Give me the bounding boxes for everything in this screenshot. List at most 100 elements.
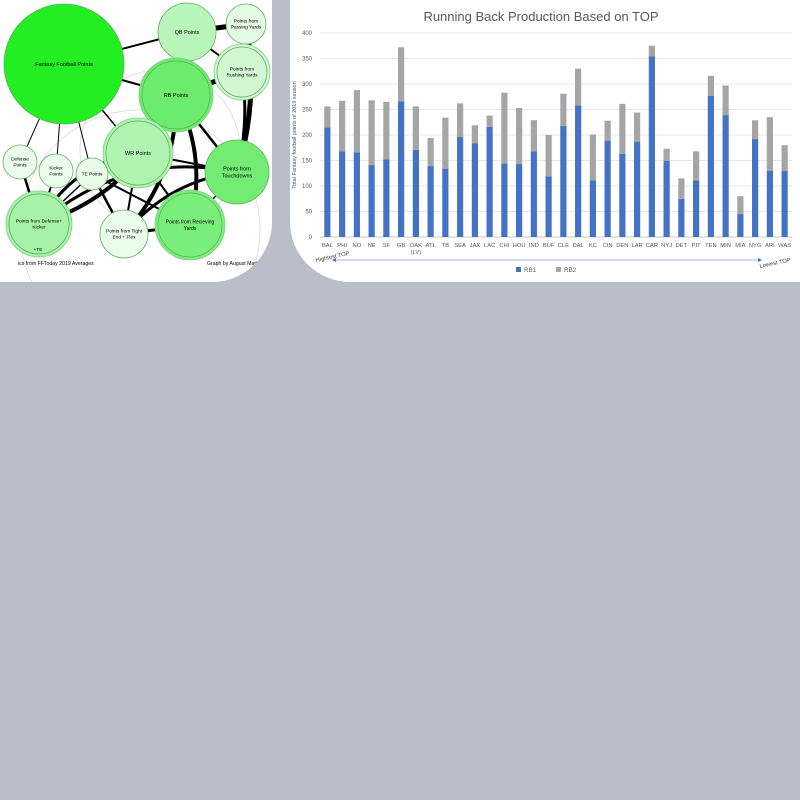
bar-rb1-mia xyxy=(737,214,744,237)
y-tick-label: 200 xyxy=(302,133,313,139)
bar-rb2-kc xyxy=(589,134,596,181)
bar-rb1-no xyxy=(353,152,360,237)
node-circle xyxy=(75,157,109,191)
bar-rb1-det xyxy=(678,198,685,237)
bar-rb1-ten xyxy=(707,95,714,237)
bar-rb2-ari xyxy=(766,117,773,171)
nodes: Fantasy Football Points QB Points Points f… xyxy=(2,2,271,261)
node-def: Defense Points xyxy=(2,144,38,180)
bar-rb1-tb xyxy=(442,168,449,237)
x-tick-label: NE xyxy=(368,243,376,249)
y-tick-label: 100 xyxy=(302,184,313,190)
bar-rb2-oak-lv- xyxy=(412,106,419,150)
bar-rb1-sf xyxy=(383,159,390,237)
bar-rb1-cin xyxy=(604,140,611,237)
node-rec: Points from Recieving Yards xyxy=(154,189,226,261)
bar-rb1-hou xyxy=(516,164,523,237)
node-circle xyxy=(38,153,74,189)
bar-rb1-lar xyxy=(634,141,641,237)
bar-rb2-atl xyxy=(427,138,434,167)
bar-rb1-cle xyxy=(560,125,567,237)
x-tick-label: LAR xyxy=(631,243,642,249)
x-tick-label: ATL xyxy=(426,243,437,249)
x-tick-label: DEN xyxy=(616,243,628,249)
chart-svg: Running Back Production Based on TOP Tota… xyxy=(292,9,792,274)
bar-rb2-den xyxy=(619,103,626,154)
node-qb: QB Points xyxy=(157,2,217,62)
x-tick-label: CLE xyxy=(558,243,569,249)
x-tick-label: TEN xyxy=(705,243,717,249)
y-tick-label: 300 xyxy=(302,82,313,88)
x-tick-label: ARI xyxy=(765,243,775,249)
footer-left: ics from FFToday 2019 Averages xyxy=(18,261,94,267)
node-dk: Points from Defense+ Kicker xyxy=(5,190,73,258)
bars xyxy=(324,45,788,238)
node-label: Points from Rushing Yards xyxy=(226,67,258,79)
bar-rb2-mia xyxy=(737,196,744,215)
bar-rb2-min xyxy=(722,85,729,116)
x-tick-label: LAC xyxy=(484,243,495,249)
x-tick-label: GB xyxy=(397,243,406,249)
bar-rb2-cle xyxy=(560,93,567,126)
node-ffp: Fantasy Football Points xyxy=(3,3,125,125)
node-te: TE Points xyxy=(75,157,109,191)
node-label: Points from Defense+ Kicker xyxy=(16,219,62,231)
legend-label-rb1: RB1 xyxy=(524,267,537,274)
y-tick-label: 350 xyxy=(302,57,313,63)
x-tick-label: WAS xyxy=(778,243,791,249)
node-circle xyxy=(141,60,211,130)
x-tick-label: OAK (LV) xyxy=(410,243,422,256)
bar-rb2-ten xyxy=(707,75,714,96)
bar-rb2-buf xyxy=(545,135,552,177)
bar-rb1-den xyxy=(619,153,626,237)
bar-rb2-lar xyxy=(634,112,641,142)
node-circle xyxy=(157,192,223,258)
bar-rb1-oak-lv- xyxy=(412,149,419,237)
bar-rb1-phi xyxy=(339,151,346,237)
y-tick-label: 0 xyxy=(309,235,313,241)
x-tick-labels: BAL PHI NO NE SF GB OAK (LV) ATL TB SEA JAX LAC CHI HO… xyxy=(322,243,791,256)
legend-label-rb2: RB2 xyxy=(564,267,577,274)
x-tick-label: CHI xyxy=(499,243,509,249)
bar-rb1-ne xyxy=(368,165,375,237)
bar-rb2-was xyxy=(781,145,788,171)
bar-rb2-lac xyxy=(486,115,493,127)
x-tick-label: DET xyxy=(676,243,688,249)
x-tick-label: KC xyxy=(589,243,597,249)
node-pass: Points from Passing Yards xyxy=(225,3,267,45)
node-label: TE Points xyxy=(82,172,103,178)
node-label: Kicker Points xyxy=(49,166,63,178)
x-tick-label: DAL xyxy=(572,243,584,249)
bar-rb2-phi xyxy=(339,100,346,152)
node-label: QB Points xyxy=(175,30,200,36)
bar-rb1-dal xyxy=(575,105,582,237)
node-circle xyxy=(105,120,171,186)
node-label: Defense Points xyxy=(11,157,29,169)
bar-rb2-bal xyxy=(324,106,331,128)
y-tick-label: 250 xyxy=(302,108,313,114)
bar-rb1-nyg xyxy=(752,139,759,237)
x-tick-label: CIN xyxy=(603,243,613,249)
bar-rb1-was xyxy=(781,170,788,237)
bar-rb1-chi xyxy=(501,163,508,237)
y-tick-label: 50 xyxy=(305,210,312,216)
x-tick-label: NYJ xyxy=(661,243,672,249)
x-tick-label: IND xyxy=(529,243,539,249)
node-wr: WR Points xyxy=(102,117,174,189)
bar-rb2-sea xyxy=(457,103,464,138)
x-tick-label: BAL xyxy=(322,243,334,249)
node-kick: Kicker Points xyxy=(38,153,74,189)
bar-rb1-ari xyxy=(766,170,773,237)
node-circle xyxy=(99,209,149,259)
x-tick-label: MIA xyxy=(735,243,745,249)
position-network-diagram: Fantasy Football Points QB Points Points f… xyxy=(0,0,272,282)
node-label: Points from Tight End + Flex xyxy=(106,229,143,241)
bar-rb1-buf xyxy=(545,176,552,237)
bar-rb2-jax xyxy=(471,125,478,144)
x-tick-label: SF xyxy=(383,243,391,249)
x-tick-label: SEA xyxy=(454,243,466,249)
y-tick-label: 400 xyxy=(302,31,313,37)
legend-swatch-rb1 xyxy=(516,267,521,272)
bar-rb1-ind xyxy=(530,151,537,237)
bar-rb1-nyj xyxy=(663,161,670,237)
